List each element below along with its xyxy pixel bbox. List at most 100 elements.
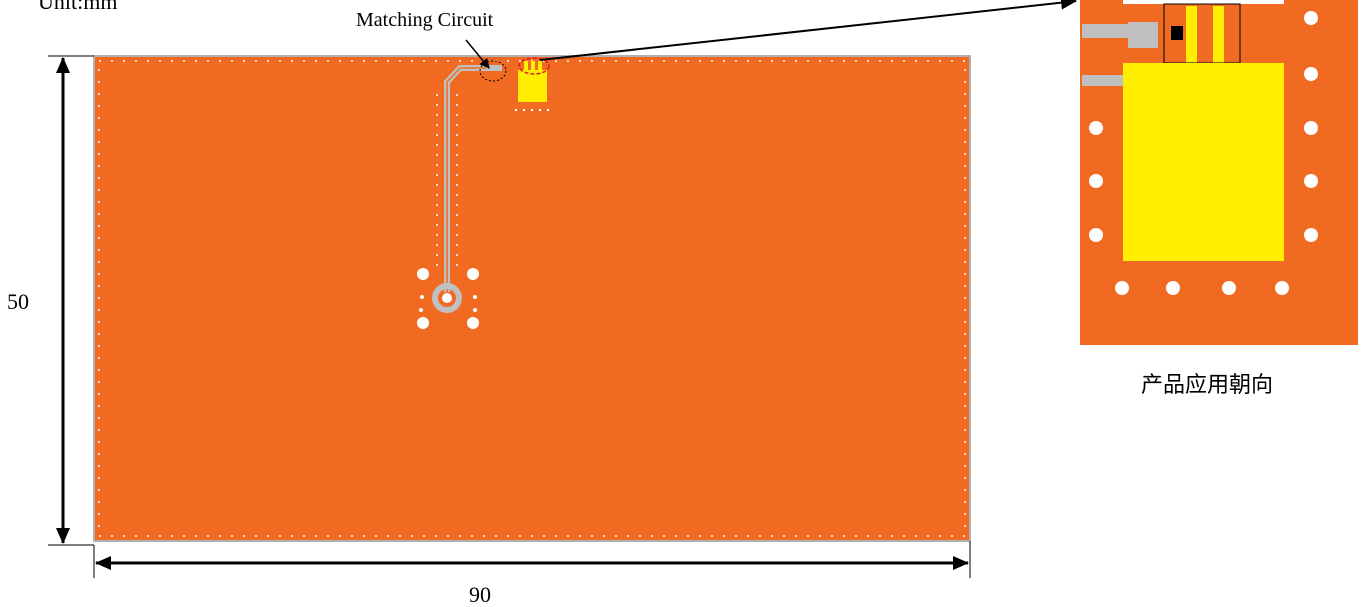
via-dot <box>615 60 617 62</box>
via-dot <box>436 174 438 176</box>
via-dot <box>399 60 401 62</box>
via-dot <box>519 535 521 537</box>
via-dot <box>964 417 966 419</box>
unit-label: Unit:mm <box>38 0 118 14</box>
via-dot <box>891 535 893 537</box>
via-dot <box>579 535 581 537</box>
via-dot <box>411 535 413 537</box>
via-dot <box>447 535 449 537</box>
via-dot <box>795 535 797 537</box>
via-dot <box>723 60 725 62</box>
via-dot <box>567 535 569 537</box>
via-dot <box>98 357 100 359</box>
via-dot <box>456 204 458 206</box>
via-dot <box>964 441 966 443</box>
via-dot <box>639 60 641 62</box>
via-dot <box>123 60 125 62</box>
via-dot <box>98 105 100 107</box>
via-dot <box>456 104 458 106</box>
via-dot <box>423 535 425 537</box>
via-dot <box>964 477 966 479</box>
via-dot <box>964 237 966 239</box>
via-dot <box>964 345 966 347</box>
via-dot <box>964 273 966 275</box>
via-dot <box>98 93 100 95</box>
via-dot <box>99 60 101 62</box>
via-dot <box>411 60 413 62</box>
via-dot <box>436 144 438 146</box>
antenna-chip <box>514 57 550 112</box>
via-dot <box>231 535 233 537</box>
via-dot <box>964 429 966 431</box>
feed-line-trace <box>444 65 486 292</box>
via-dot <box>495 535 497 537</box>
via-dot <box>807 535 809 537</box>
via-dot <box>135 60 137 62</box>
via-dot <box>267 535 269 537</box>
via-dot <box>843 60 845 62</box>
via-dot <box>699 60 701 62</box>
via-dot <box>147 535 149 537</box>
via-dot <box>98 429 100 431</box>
via-dot <box>291 535 293 537</box>
via-dot <box>964 501 966 503</box>
via-dot <box>456 174 458 176</box>
via-dot <box>98 369 100 371</box>
via-dot <box>951 60 953 62</box>
via-dot <box>627 60 629 62</box>
via-dot <box>363 535 365 537</box>
via-dot <box>456 154 458 156</box>
via-dot <box>351 535 353 537</box>
via-dot <box>627 535 629 537</box>
via-dot <box>436 244 438 246</box>
via-dot <box>436 154 438 156</box>
via-dot <box>387 60 389 62</box>
via-dot <box>436 214 438 216</box>
via-dot <box>375 60 377 62</box>
via-dot <box>964 369 966 371</box>
via-dot <box>98 249 100 251</box>
via-dot <box>171 60 173 62</box>
via-dot <box>663 535 665 537</box>
via-dot <box>819 535 821 537</box>
via-dot <box>747 535 749 537</box>
via-dot <box>964 405 966 407</box>
via-dot <box>436 204 438 206</box>
via-dot <box>711 535 713 537</box>
via-dot <box>159 60 161 62</box>
via-dot <box>98 165 100 167</box>
via-dot <box>964 453 966 455</box>
via-dot <box>98 297 100 299</box>
via-dot <box>843 535 845 537</box>
via-dot <box>927 535 929 537</box>
via-dot <box>98 513 100 515</box>
via-dot <box>98 417 100 419</box>
via-dot <box>219 60 221 62</box>
via-dot <box>807 60 809 62</box>
trace-via-row <box>436 94 458 266</box>
via-dot <box>603 60 605 62</box>
via-dot <box>964 465 966 467</box>
via-dot <box>98 477 100 479</box>
via-dot <box>615 535 617 537</box>
via-dot <box>435 535 437 537</box>
via-dot <box>98 285 100 287</box>
via-dot <box>867 60 869 62</box>
via-dot <box>964 213 966 215</box>
via-dot <box>964 117 966 119</box>
via-dot <box>363 60 365 62</box>
via-dot <box>687 535 689 537</box>
height-dimension <box>48 55 94 546</box>
via-dot <box>699 535 701 537</box>
via-dot <box>855 535 857 537</box>
via-dot <box>436 264 438 266</box>
via-dot <box>663 60 665 62</box>
via-dot <box>456 264 458 266</box>
via-dot <box>879 60 881 62</box>
via-dot <box>939 535 941 537</box>
via-dot <box>759 60 761 62</box>
via-dot <box>964 189 966 191</box>
via-dot <box>927 60 929 62</box>
via-dot <box>351 60 353 62</box>
via-dot <box>98 141 100 143</box>
